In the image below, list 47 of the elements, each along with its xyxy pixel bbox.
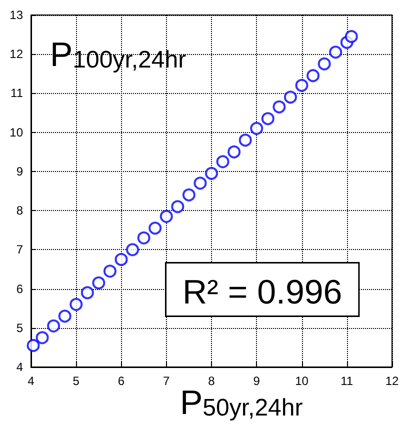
point: [216, 155, 230, 168]
point: [80, 286, 94, 300]
x-tick-label: 12: [385, 374, 399, 388]
point: [306, 69, 320, 82]
point: [92, 276, 106, 290]
y-tick-label: 9: [16, 164, 24, 178]
point: [36, 331, 49, 344]
point: [114, 252, 128, 266]
point: [182, 188, 196, 202]
point: [70, 298, 83, 311]
point: [250, 122, 264, 135]
y-tick-label: 13: [10, 8, 24, 22]
y-tick-label: 5: [16, 320, 24, 335]
y-tick-label: 10: [10, 125, 24, 140]
point: [103, 264, 116, 278]
y-tick-label: 8: [16, 204, 24, 218]
y-tick-label: 11: [10, 86, 24, 100]
point: [344, 30, 358, 44]
point: [26, 338, 40, 352]
point: [205, 166, 218, 180]
point: [284, 90, 297, 104]
x-tick-label: 11: [340, 374, 354, 388]
x-tick-label: 5: [72, 374, 80, 388]
x-tick-label: 4: [28, 374, 35, 388]
point: [194, 176, 207, 190]
point: [228, 145, 241, 158]
point: [272, 100, 286, 114]
point: [238, 134, 252, 147]
point: [295, 78, 308, 92]
point: [318, 57, 331, 70]
x-tick-label: 6: [118, 374, 125, 388]
point: [137, 231, 150, 244]
annotation: R² = 0.996: [182, 274, 342, 312]
point: [47, 319, 60, 332]
y-axis-title: P100yr,24hr: [50, 36, 186, 74]
point: [58, 310, 72, 323]
y-tick-label: 12: [10, 47, 24, 62]
point: [148, 222, 162, 235]
y-tick-label: 4: [16, 360, 24, 374]
point: [160, 210, 173, 223]
point: [329, 46, 342, 59]
x-tick-label: 7: [163, 374, 170, 388]
y-tick-label: 6: [16, 282, 24, 296]
y-tick-label: 7: [16, 242, 24, 257]
point: [171, 200, 184, 214]
point: [261, 112, 274, 126]
point: [126, 243, 140, 256]
